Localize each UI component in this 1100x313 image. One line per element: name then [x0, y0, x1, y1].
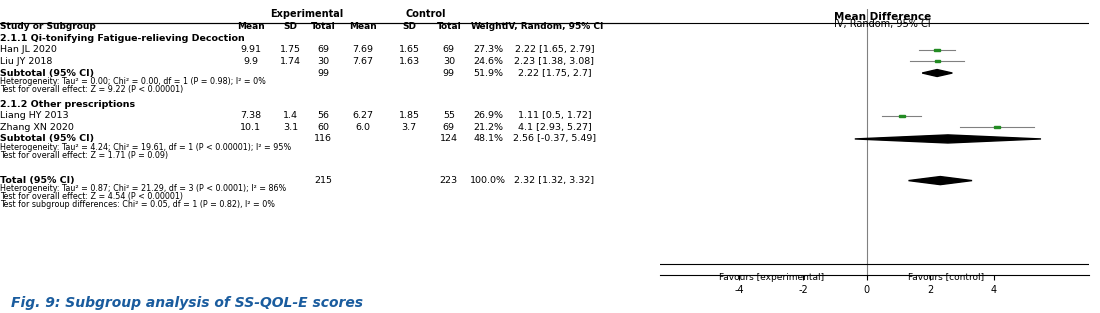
Text: 1.63: 1.63: [398, 57, 420, 66]
Text: 99: 99: [443, 69, 454, 78]
FancyBboxPatch shape: [934, 49, 940, 51]
Text: Total (95% CI): Total (95% CI): [0, 176, 75, 185]
Text: 2.22 [1.75, 2.7]: 2.22 [1.75, 2.7]: [518, 69, 591, 78]
Text: Mean Difference: Mean Difference: [834, 12, 931, 22]
Text: Test for subgroup differences: Chi² = 0.05, df = 1 (P = 0.82), I² = 0%: Test for subgroup differences: Chi² = 0.…: [0, 200, 275, 209]
Text: 10.1: 10.1: [240, 123, 262, 132]
Text: Control: Control: [406, 9, 446, 19]
Text: Favours [control]: Favours [control]: [908, 273, 985, 282]
Text: 2.32 [1.32, 3.32]: 2.32 [1.32, 3.32]: [515, 176, 594, 185]
Text: Heterogeneity: Tau² = 0.00; Chi² = 0.00, df = 1 (P = 0.98); I² = 0%: Heterogeneity: Tau² = 0.00; Chi² = 0.00,…: [0, 77, 266, 86]
Text: 60: 60: [318, 123, 329, 132]
Text: 69: 69: [443, 123, 454, 132]
Text: Subtotal (95% CI): Subtotal (95% CI): [0, 69, 95, 78]
Text: 30: 30: [317, 57, 330, 66]
Text: 2.1.2 Other prescriptions: 2.1.2 Other prescriptions: [0, 100, 135, 109]
Text: 55: 55: [443, 111, 454, 120]
Text: IV, Random, 95% CI: IV, Random, 95% CI: [505, 22, 604, 31]
Text: 69: 69: [318, 45, 329, 54]
Text: 21.2%: 21.2%: [473, 123, 504, 132]
FancyBboxPatch shape: [899, 115, 904, 117]
Text: 215: 215: [315, 176, 332, 185]
Text: Study or Subgroup: Study or Subgroup: [0, 22, 96, 31]
Text: 100.0%: 100.0%: [471, 176, 506, 185]
FancyBboxPatch shape: [935, 60, 940, 63]
Text: 1.85: 1.85: [398, 111, 420, 120]
Text: 30: 30: [442, 57, 455, 66]
Text: Subtotal (95% CI): Subtotal (95% CI): [0, 135, 95, 143]
Text: Heterogeneity: Tau² = 0.87; Chi² = 21.29, df = 3 (P < 0.0001); I² = 86%: Heterogeneity: Tau² = 0.87; Chi² = 21.29…: [0, 184, 286, 193]
Text: Liang HY 2013: Liang HY 2013: [0, 111, 68, 120]
Text: 1.11 [0.5, 1.72]: 1.11 [0.5, 1.72]: [518, 111, 591, 120]
Text: 56: 56: [318, 111, 329, 120]
Text: Mean: Mean: [349, 22, 377, 31]
Text: Liu JY 2018: Liu JY 2018: [0, 57, 53, 66]
Text: 99: 99: [318, 69, 329, 78]
Text: Weight: Weight: [471, 22, 506, 31]
Text: 7.69: 7.69: [352, 45, 374, 54]
Text: Test for overall effect: Z = 4.54 (P < 0.00001): Test for overall effect: Z = 4.54 (P < 0…: [0, 192, 183, 201]
Text: 124: 124: [440, 135, 458, 143]
FancyBboxPatch shape: [994, 126, 1000, 128]
Text: SD: SD: [403, 22, 416, 31]
Text: 3.1: 3.1: [283, 123, 298, 132]
Text: 6.0: 6.0: [355, 123, 371, 132]
Text: 51.9%: 51.9%: [473, 69, 504, 78]
Text: Test for overall effect: Z = 1.71 (P = 0.09): Test for overall effect: Z = 1.71 (P = 0…: [0, 151, 168, 160]
Text: 24.6%: 24.6%: [473, 57, 504, 66]
Text: 9.9: 9.9: [243, 57, 258, 66]
Polygon shape: [909, 177, 972, 185]
Text: Fig. 9: Subgroup analysis of SS-QOL-E scores: Fig. 9: Subgroup analysis of SS-QOL-E sc…: [11, 296, 363, 310]
Text: 223: 223: [440, 176, 458, 185]
Text: 1.65: 1.65: [398, 45, 420, 54]
Text: 7.38: 7.38: [240, 111, 262, 120]
Text: Favours [experimental]: Favours [experimental]: [718, 273, 824, 282]
Text: 27.3%: 27.3%: [473, 45, 504, 54]
Polygon shape: [922, 69, 953, 76]
Text: 26.9%: 26.9%: [473, 111, 504, 120]
Polygon shape: [855, 135, 1041, 143]
Text: 9.91: 9.91: [240, 45, 262, 54]
Text: Mean: Mean: [236, 22, 265, 31]
Text: 116: 116: [315, 135, 332, 143]
Text: Total: Total: [311, 22, 336, 31]
Text: 1.75: 1.75: [279, 45, 301, 54]
Text: SD: SD: [284, 22, 297, 31]
Text: 7.67: 7.67: [352, 57, 374, 66]
Text: 3.7: 3.7: [402, 123, 417, 132]
Text: Experimental: Experimental: [271, 9, 343, 19]
Text: 1.4: 1.4: [283, 111, 298, 120]
Text: 69: 69: [443, 45, 454, 54]
Text: 2.23 [1.38, 3.08]: 2.23 [1.38, 3.08]: [515, 57, 594, 66]
Text: 2.1.1 Qi-tonifying Fatigue-relieving Decoction: 2.1.1 Qi-tonifying Fatigue-relieving Dec…: [0, 34, 244, 43]
Text: Han JL 2020: Han JL 2020: [0, 45, 57, 54]
Text: 4.1 [2.93, 5.27]: 4.1 [2.93, 5.27]: [517, 123, 592, 132]
Text: Total: Total: [437, 22, 461, 31]
Text: Test for overall effect: Z = 9.22 (P < 0.00001): Test for overall effect: Z = 9.22 (P < 0…: [0, 85, 184, 94]
Text: 1.74: 1.74: [279, 57, 301, 66]
Text: Heterogeneity: Tau² = 4.24; Chi² = 19.61, df = 1 (P < 0.00001); I² = 95%: Heterogeneity: Tau² = 4.24; Chi² = 19.61…: [0, 142, 292, 151]
Text: 2.56 [-0.37, 5.49]: 2.56 [-0.37, 5.49]: [513, 135, 596, 143]
Text: 6.27: 6.27: [352, 111, 374, 120]
Text: Zhang XN 2020: Zhang XN 2020: [0, 123, 74, 132]
Text: 48.1%: 48.1%: [473, 135, 504, 143]
Text: 2.22 [1.65, 2.79]: 2.22 [1.65, 2.79]: [515, 45, 594, 54]
Text: IV, Random, 95% CI: IV, Random, 95% CI: [834, 19, 931, 29]
